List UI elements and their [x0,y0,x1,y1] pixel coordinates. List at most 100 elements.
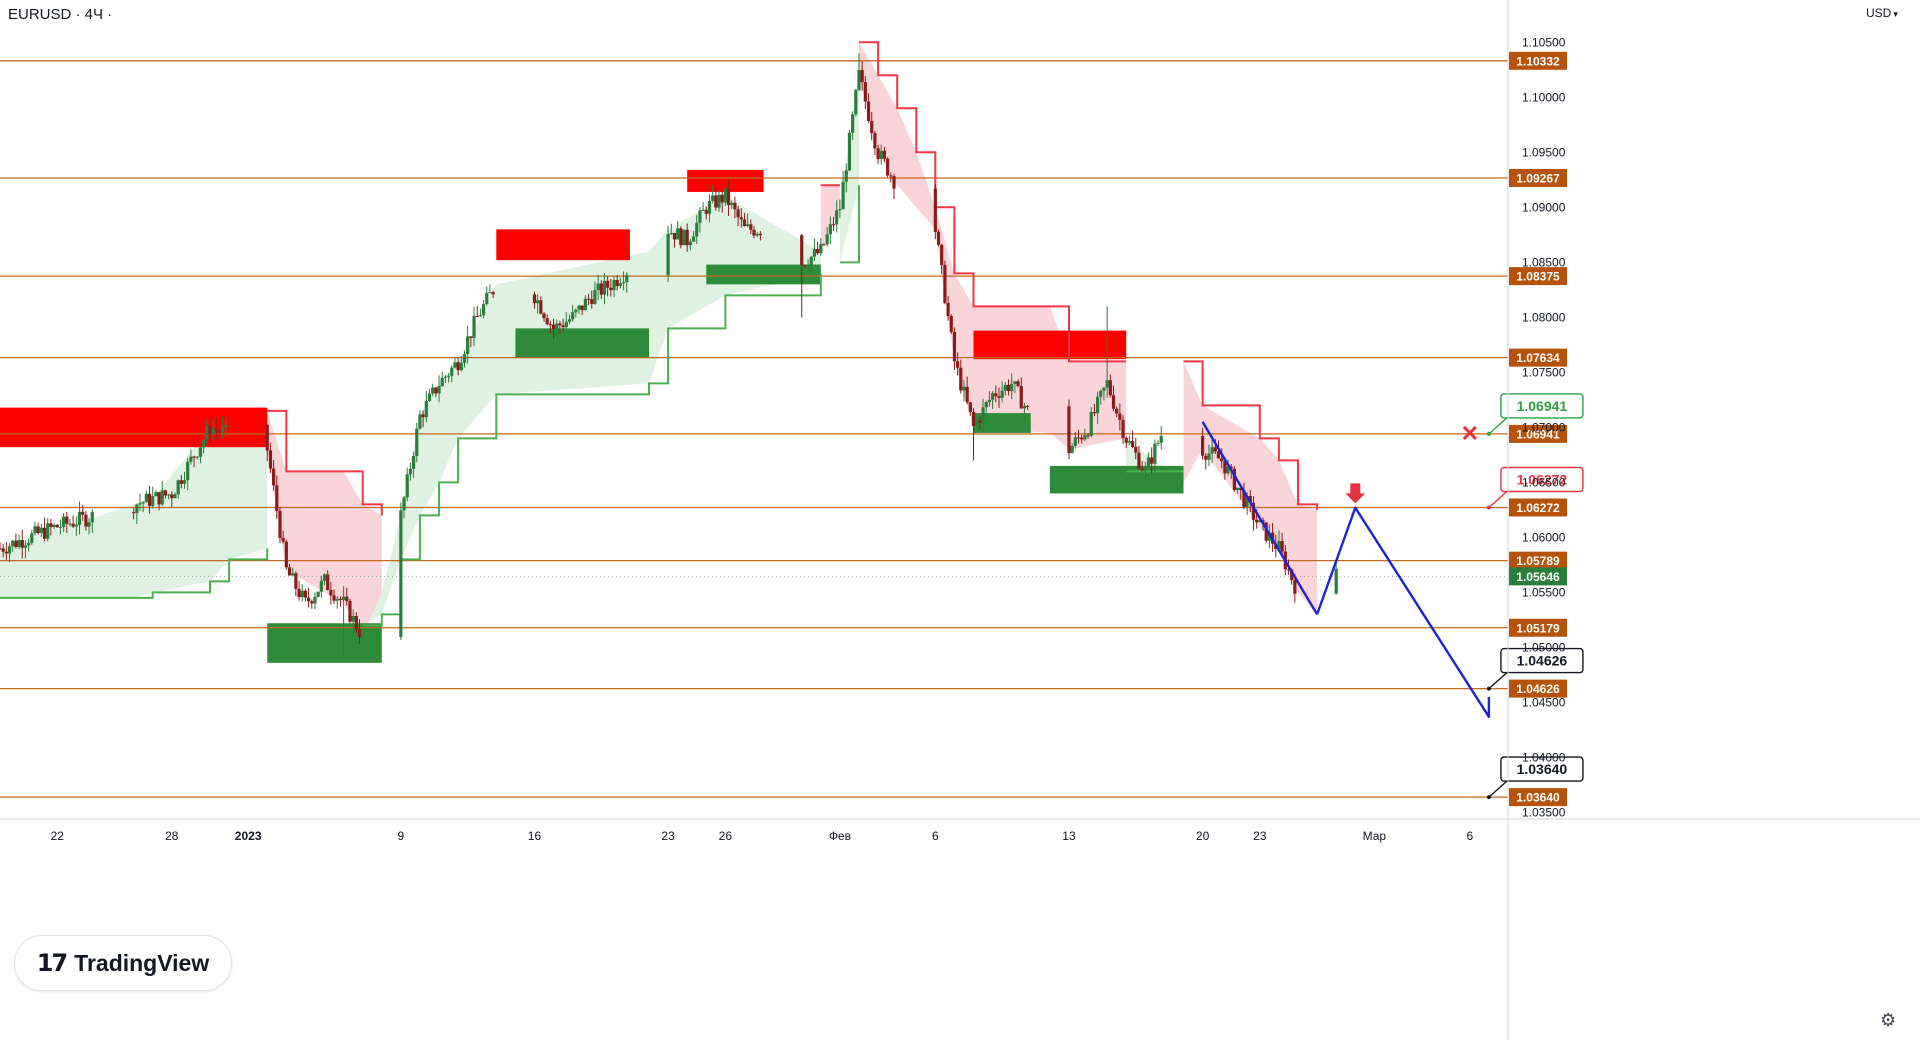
candle-body-63 [198,447,203,457]
candle-body-7 [20,540,24,548]
candle-body-236 [749,224,753,230]
candle-body-16 [49,523,53,528]
candle-body-25 [77,511,82,525]
candle-body-361 [1146,457,1151,468]
candle-body-363 [1153,443,1157,464]
candle-body-391 [1242,489,1246,507]
candle-body-47 [147,493,152,506]
candle-body-102 [322,574,327,581]
candle-body-321 [1019,386,1023,409]
gear-icon[interactable]: ⚙ [1880,1010,1897,1031]
candle-body-357 [1134,446,1138,453]
candle-body-53 [167,494,171,496]
candle-body-68 [214,428,218,431]
time-tick-4: 16 [528,829,542,843]
candle-body-303 [962,386,966,391]
candle-body-168 [532,294,537,304]
candle-body-145 [459,362,463,371]
time-tick-1: 28 [165,829,179,843]
candle-body-315 [1000,390,1004,398]
logo-mark-icon: 17 [36,949,68,977]
level-tag-0: 1.10332 [1516,54,1560,68]
candle-body-91 [287,567,292,576]
candle-body-309 [981,407,985,423]
candle-body-213 [676,228,680,240]
candle-body-340 [1080,437,1084,440]
candle-body-42 [132,512,136,514]
candle-body-218 [691,236,696,242]
candle-body-86 [272,468,276,486]
candle-body-189 [599,283,603,295]
candle-body-66 [208,425,212,435]
candle-body-323 [1026,405,1030,407]
price-tick-8: 1.06500 [1522,475,1566,489]
bull-fill-1 [362,196,821,637]
candle-body-294 [933,188,937,232]
candle-body-98 [310,601,314,604]
candle-body-322 [1022,405,1027,409]
time-tick-0: 22 [51,829,65,843]
candle-body-388 [1232,468,1236,490]
candle-body-362 [1150,457,1154,464]
time-tick-6: 26 [719,829,733,843]
candle-body-398 [1264,522,1268,541]
candle-body-225 [714,195,718,208]
candle-body-85 [268,450,273,469]
candle-body-214 [679,228,683,246]
candle-body-220 [698,210,702,223]
candle-body-352 [1118,413,1122,420]
supply-zone-1 [496,229,630,261]
candle-body-55 [173,494,177,499]
candle-body-93 [294,573,298,589]
candle-body-350 [1111,395,1116,409]
candle-body-52 [163,490,168,496]
candle-body-101 [319,580,323,592]
candle-body-237 [752,229,756,236]
candle-body-94 [297,588,301,598]
candle-body-310 [984,402,988,408]
candle-body-191 [606,280,610,288]
candle-body-219 [695,222,699,237]
candle-body-97 [306,597,311,602]
candle-body-103 [326,574,330,590]
bull-trail-2 [839,185,860,264]
candle-body-354 [1124,437,1128,443]
candle-body-384 [1220,458,1224,462]
candle-body-28 [87,522,91,527]
candle-body-296 [940,244,944,266]
candle-body-359 [1140,468,1144,471]
candle-body-318 [1010,383,1014,391]
candle-body-393 [1248,495,1252,503]
bear-fill-0 [267,410,382,637]
callout-dot-1 [1486,505,1491,510]
candle-body-395 [1255,519,1259,523]
candle-body-254 [806,265,810,267]
callout-label-3: 1.03640 [1517,761,1568,777]
candle-body-99 [313,596,317,604]
candle-body-349 [1108,380,1112,396]
demand-zone-1 [515,328,650,359]
candle-body-301 [956,361,960,368]
candle-body-238 [755,233,759,236]
currency-selector[interactable]: USD ▾ [1866,6,1898,20]
candle-body-232 [736,209,740,218]
price-tick-1: 1.10000 [1522,90,1566,104]
candle-body-22 [68,523,72,525]
candle-body-149 [472,315,476,338]
candle-body-312 [991,393,995,400]
candle-body-90 [284,541,288,568]
tradingview-logo[interactable]: 17 TradingView [14,935,232,991]
candle-body-279 [886,158,890,176]
candle-body-226 [717,194,721,208]
candle-body-257 [816,249,820,254]
candle-body-190 [602,280,607,295]
candle-body-150 [475,315,479,317]
callout-leader-3 [1488,780,1508,798]
candle-body-252 [800,235,804,266]
callout-leader-1 [1488,490,1508,509]
candle-body-298 [946,302,950,316]
callout-label-1: 1.06272 [1517,472,1568,488]
candle-body-24 [74,524,78,527]
